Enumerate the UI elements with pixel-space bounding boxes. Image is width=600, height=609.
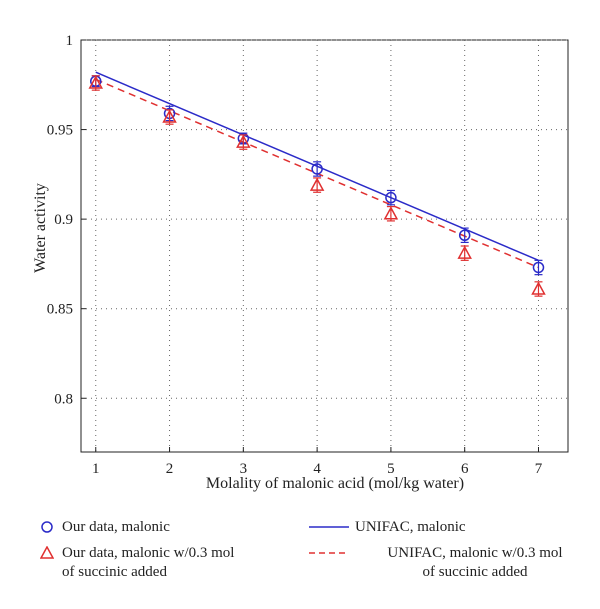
plot-area-frame (80, 39, 569, 453)
data-point (88, 75, 104, 91)
y-tick-label: 0.85 (47, 302, 73, 318)
triangle-marker (309, 177, 325, 191)
data-point (309, 177, 325, 193)
chart: 1 2 3 4 5 6 7 0.8 0.85 0.9 0.95 1 Molality of malon… (32, 33, 569, 492)
legend-label: Our data, malonic w/0.3 mol of succinic … (62, 545, 235, 580)
legend-solid-line (309, 526, 349, 528)
x-tick-label: 5 (387, 461, 395, 477)
series-layer (88, 71, 546, 297)
legend-label: UNIFAC, malonic (355, 519, 466, 535)
data-point (531, 281, 546, 297)
circle-marker (458, 229, 471, 242)
x-axis-label: Molality of malonic acid (mol/kg water) (206, 475, 464, 492)
legend: Our data, malonic Our data, malonic w/0.… (0, 510, 600, 609)
triangle-marker (236, 134, 251, 148)
circle-marker (532, 261, 545, 274)
data-point (383, 205, 399, 222)
x-tick-label: 3 (240, 461, 248, 477)
data-point (311, 161, 323, 177)
data-point (162, 109, 177, 125)
legend-triangle-marker (40, 546, 54, 559)
data-point (457, 245, 472, 261)
legend-dashed-line (309, 552, 349, 554)
axis-ticks: 1 2 3 4 5 6 7 0.8 0.85 0.9 0.95 1 (47, 33, 543, 477)
legend-label: Our data, malonic (62, 519, 170, 535)
data-point (385, 189, 397, 206)
x-tick-label: 6 (461, 461, 469, 477)
circle-marker (385, 191, 397, 204)
x-tick-label: 4 (313, 461, 321, 477)
y-tick-label: 0.8 (54, 391, 73, 407)
triangle-marker (88, 75, 104, 89)
data-point (458, 227, 471, 244)
data-point (236, 134, 251, 150)
x-tick-label: 2 (166, 461, 174, 477)
y-tick-label: 0.95 (47, 123, 73, 139)
data-point (532, 259, 545, 276)
y-tick-label: 0.9 (54, 212, 73, 228)
legend-circle-marker (41, 521, 53, 533)
y-tick-label: 1 (66, 33, 74, 49)
x-tick-label: 1 (92, 461, 100, 477)
y-axis-label: Water activity (32, 183, 49, 273)
legend-label: UNIFAC, malonic w/0.3 mol of succinic ad… (387, 545, 563, 580)
triangle-marker (457, 245, 472, 259)
triangle-marker (531, 281, 546, 295)
x-tick-label: 7 (535, 461, 543, 477)
triangle-marker (162, 109, 177, 123)
triangle-marker (383, 206, 399, 220)
circle-marker (311, 163, 323, 175)
